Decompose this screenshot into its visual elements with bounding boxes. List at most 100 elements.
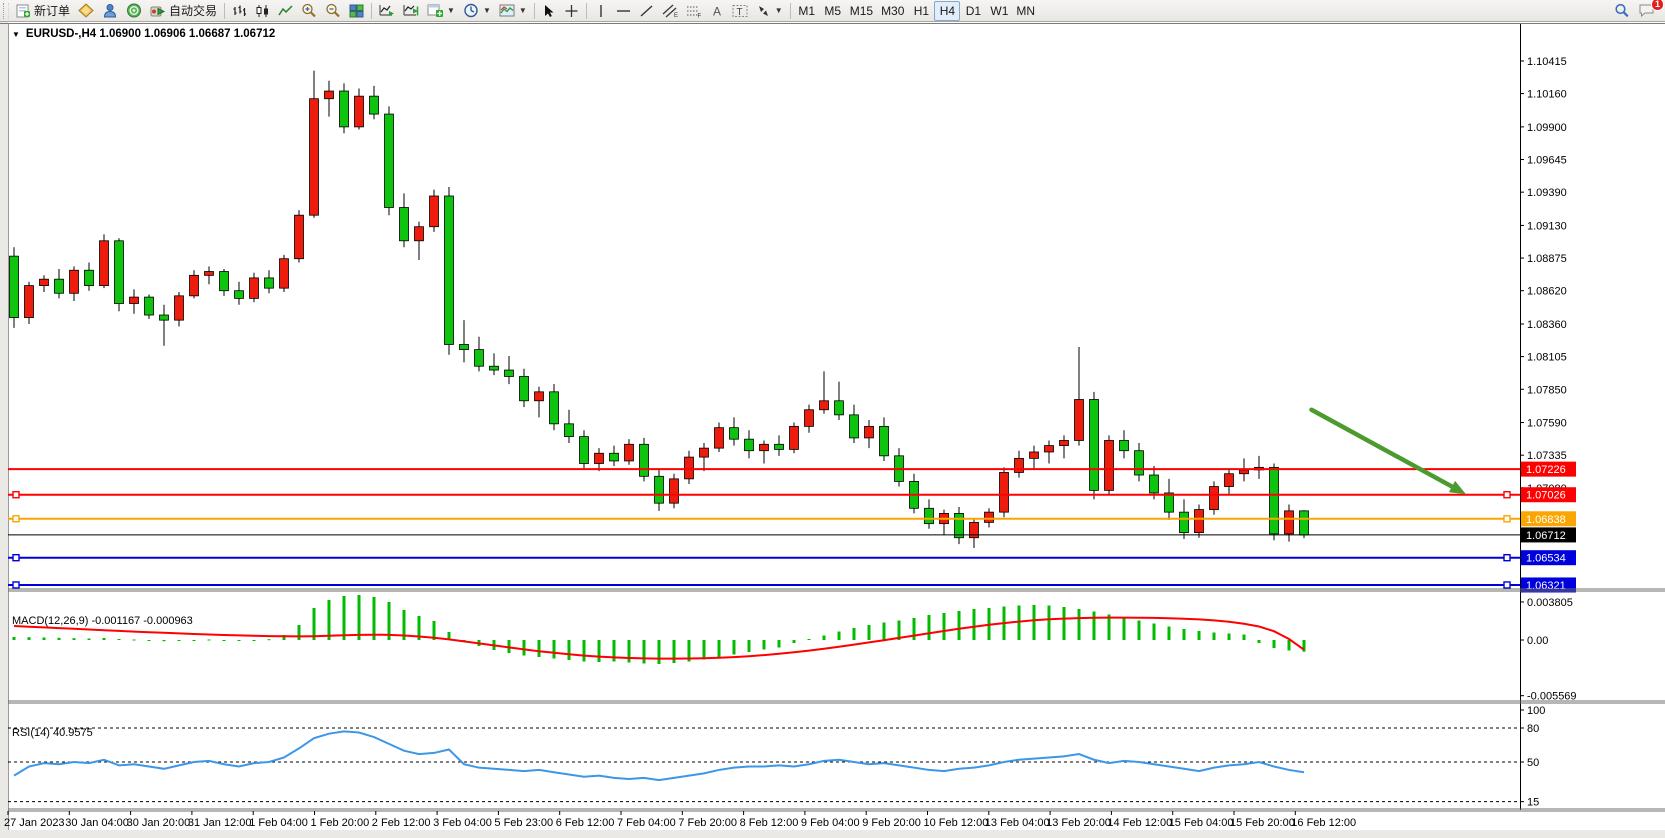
candle-body <box>714 427 724 449</box>
chart-menu-triangle[interactable]: ▼ <box>12 29 20 39</box>
timeframe-m15[interactable]: M15 <box>846 1 877 21</box>
line-handle[interactable] <box>1503 554 1511 562</box>
candlestick-chart-button[interactable] <box>251 1 274 21</box>
candle-body <box>219 271 229 292</box>
candle-body <box>864 425 874 439</box>
candle-body <box>69 269 79 294</box>
macd-histogram-bar <box>672 640 676 663</box>
svg-text:1.06838: 1.06838 <box>1526 514 1566 526</box>
zoom-in-icon <box>301 3 317 18</box>
macd-histogram-bar <box>1062 607 1066 640</box>
line-handle[interactable] <box>12 554 20 562</box>
horizontal-line-1.06534[interactable] <box>8 554 1520 562</box>
bar-chart-button[interactable] <box>228 1 251 21</box>
macd-histogram-bar <box>1092 611 1096 640</box>
horizontal-line-1.06838[interactable] <box>8 515 1520 523</box>
periods-button[interactable]: ▼ <box>459 1 495 21</box>
trendline-button[interactable] <box>635 1 658 21</box>
autotrading-button[interactable]: 自动交易 <box>146 1 221 21</box>
chart-surface[interactable]: 1.10415 1.10160 1.09900 1.09645 1.09390 1.091… <box>0 22 1665 838</box>
toolbar-grip[interactable] <box>3 2 9 19</box>
time-tick-label: 7 Feb 20:00 <box>678 817 737 829</box>
zoom-in-button[interactable] <box>297 1 321 21</box>
fibonacci-button[interactable]: F <box>682 1 706 21</box>
line-handle[interactable] <box>12 581 20 589</box>
tile-windows-button[interactable] <box>345 1 368 21</box>
macd-histogram-bar <box>957 611 961 640</box>
cursor-button[interactable] <box>538 1 560 21</box>
candle-body <box>684 456 694 480</box>
macd-histogram-bar <box>927 615 931 640</box>
timeframe-h1[interactable]: H1 <box>908 1 934 21</box>
timeframe-d1[interactable]: D1 <box>960 1 986 21</box>
autoscroll-button[interactable] <box>375 1 399 21</box>
new-order-button[interactable]: 新订单 <box>12 1 74 21</box>
trend-arrow-annotation[interactable] <box>1309 407 1467 495</box>
timeframe-mn[interactable]: MN <box>1012 1 1039 21</box>
macd-histogram-bar <box>117 639 121 640</box>
timeframe-m30[interactable]: M30 <box>877 1 908 21</box>
line-handle[interactable] <box>1503 581 1511 589</box>
vertical-line-button[interactable] <box>590 1 612 21</box>
macd-histogram-bar <box>552 640 556 659</box>
price-tick-label: 1.09390 <box>1527 187 1567 199</box>
time-tick-label: 30 Jan 04:00 <box>65 817 129 829</box>
chart-shift-button[interactable] <box>399 1 423 21</box>
candle-body <box>414 226 424 242</box>
price-tick-label: 1.07335 <box>1527 450 1567 462</box>
macd-histogram-bar <box>42 637 46 640</box>
candle-body <box>144 296 154 316</box>
equidistant-channel-button[interactable]: E <box>658 1 682 21</box>
search-button[interactable] <box>1610 1 1634 21</box>
candle-body <box>39 278 49 286</box>
macd-histogram-bar <box>897 620 901 640</box>
toolbar-separator <box>789 2 791 19</box>
price-line-label-1.07026: 1.07026 <box>1521 487 1576 503</box>
crosshair-button[interactable] <box>560 1 583 21</box>
timeframe-h4[interactable]: H4 <box>934 0 961 21</box>
timeframe-w1[interactable]: W1 <box>986 1 1012 21</box>
macd-histogram-bar <box>102 638 106 640</box>
templates-button[interactable]: ▼ <box>495 1 531 21</box>
text-label-button[interactable]: T <box>728 1 752 21</box>
candle-body <box>1074 399 1084 441</box>
macd-histogram-bar <box>207 639 211 641</box>
community-button[interactable] <box>98 1 122 21</box>
zoom-out-button[interactable] <box>321 1 345 21</box>
metaeditor-button[interactable] <box>74 1 98 21</box>
candle-body <box>549 391 559 425</box>
line-handle[interactable] <box>12 491 20 499</box>
arrows-button[interactable]: ▼ <box>752 1 787 21</box>
signals-button[interactable] <box>122 1 146 21</box>
candle-body <box>324 90 334 100</box>
candle-body <box>54 278 64 294</box>
autotrading-icon <box>150 3 166 18</box>
horizontal-line-button[interactable] <box>612 1 635 21</box>
svg-text:E: E <box>674 13 678 18</box>
price-tick-label: 1.08620 <box>1527 286 1567 298</box>
line-handle[interactable] <box>1503 515 1511 523</box>
time-tick-label: 5 Feb 23:00 <box>494 817 553 829</box>
price-tick-label: 1.08105 <box>1527 352 1567 364</box>
line-handle[interactable] <box>12 515 20 523</box>
time-tick-label: 1 Feb 04:00 <box>249 817 308 829</box>
horizontal-line-1.06321[interactable] <box>8 581 1520 589</box>
macd-histogram-bar <box>822 635 826 640</box>
new-chart-button[interactable]: ▼ <box>423 1 459 21</box>
time-tick-label: 14 Feb 12:00 <box>1107 817 1172 829</box>
line-handle[interactable] <box>1503 491 1511 499</box>
notifications-button[interactable]: 1 <box>1634 0 1664 21</box>
macd-histogram-bar <box>1137 620 1141 640</box>
line-chart-button[interactable] <box>274 1 297 21</box>
timeframe-m1[interactable]: M1 <box>794 1 820 21</box>
horizontal-line-1.07026[interactable] <box>8 491 1520 499</box>
timeframe-m5[interactable]: M5 <box>820 1 846 21</box>
candle-body <box>99 240 109 286</box>
macd-histogram-bar <box>657 640 661 664</box>
macd-histogram-bar <box>807 639 811 640</box>
macd-histogram-bar <box>252 640 256 641</box>
text-button[interactable]: A <box>706 1 728 21</box>
time-tick-label: 6 Feb 12:00 <box>556 817 615 829</box>
macd-histogram-bar <box>1167 626 1171 640</box>
new-order-icon <box>16 4 31 18</box>
